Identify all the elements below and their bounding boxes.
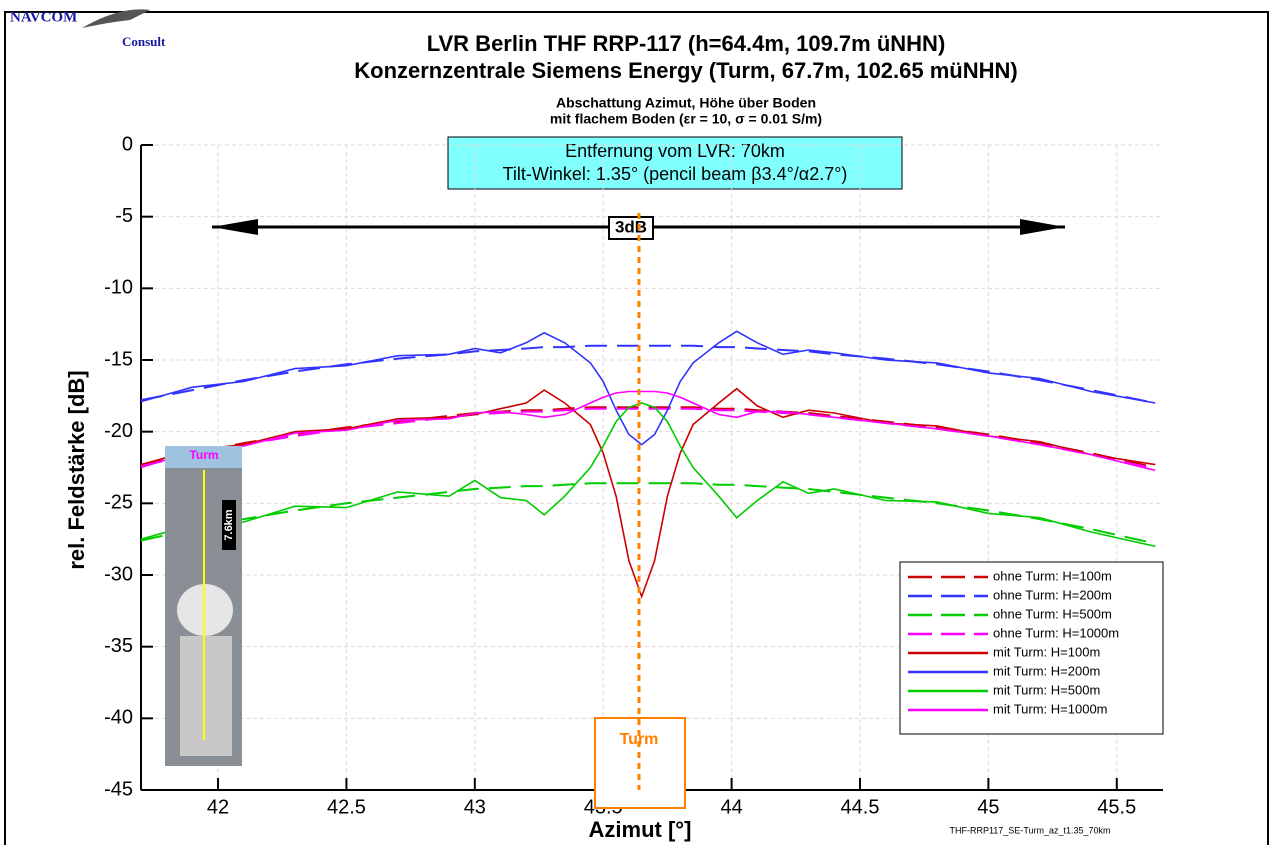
beam-label: 3dB bbox=[615, 217, 647, 236]
y-tick-label: 0 bbox=[122, 133, 133, 155]
y-tick-label: -5 bbox=[115, 205, 133, 227]
logo-swoosh bbox=[82, 9, 150, 28]
x-axis-label: Azimut [°] bbox=[589, 817, 692, 842]
legend-label: mit Turm: H=500m bbox=[993, 682, 1100, 697]
y-tick-label: -25 bbox=[104, 492, 133, 514]
legend-label: ohne Turm: H=1000m bbox=[993, 625, 1119, 640]
distance-label: 7.6km bbox=[223, 509, 235, 540]
y-tick-label: -45 bbox=[104, 778, 133, 800]
legend-label: mit Turm: H=200m bbox=[993, 663, 1100, 678]
series-line bbox=[140, 387, 1156, 599]
y-tick-label: -35 bbox=[104, 635, 133, 657]
series-line bbox=[140, 482, 1156, 545]
series-line bbox=[140, 344, 1156, 404]
series-line bbox=[140, 330, 1156, 446]
series-line bbox=[140, 390, 1156, 472]
tower bbox=[180, 636, 232, 756]
y-tick-label: -40 bbox=[104, 707, 133, 729]
y-axis-label: rel. Feldstärke [dB] bbox=[64, 370, 89, 569]
plot: 0-5-10-15-20-25-30-35-40-454242.54343.54… bbox=[104, 133, 1163, 818]
series-line bbox=[140, 407, 1156, 470]
inset-photo: 7.6km Turm bbox=[165, 446, 242, 766]
x-tick-label: 42 bbox=[207, 796, 229, 818]
x-tick-label: 45.5 bbox=[1097, 796, 1136, 818]
subtitle: Abschattung Azimut, Höhe über Boden bbox=[556, 95, 816, 111]
photo-sky bbox=[165, 446, 242, 468]
legend-label: ohne Turm: H=200m bbox=[993, 587, 1112, 602]
x-tick-label: 44 bbox=[720, 796, 742, 818]
distance-box bbox=[222, 500, 236, 550]
legend-box bbox=[899, 561, 1164, 735]
title: Konzernzentrale Siemens Energy (Turm, 67… bbox=[354, 58, 1017, 83]
legend-label: mit Turm: H=100m bbox=[993, 644, 1100, 659]
x-tick-label: 44.5 bbox=[841, 796, 880, 818]
subtitle: mit flachem Boden (εr = 10, σ = 0.01 S/m… bbox=[550, 111, 822, 127]
legend-label: mit Turm: H=1000m bbox=[993, 701, 1108, 716]
info-text: Entfernung vom LVR: 70km bbox=[565, 141, 785, 161]
logo: Consult bbox=[122, 34, 166, 49]
x-tick-label: 43 bbox=[464, 796, 486, 818]
y-tick-label: -20 bbox=[104, 420, 133, 442]
beam-label-box bbox=[608, 216, 654, 240]
y-tick-label: -10 bbox=[104, 277, 133, 299]
legend-label: ohne Turm: H=100m bbox=[993, 568, 1112, 583]
title: LVR Berlin THF RRP-117 (h=64.4m, 109.7m … bbox=[427, 31, 946, 56]
y-tick-label: -30 bbox=[104, 563, 133, 585]
footer: THF-RRP117_SE-Turm_az_t1.35_70km bbox=[949, 825, 1110, 835]
series-line bbox=[140, 402, 1156, 548]
inset-label: Turm bbox=[189, 448, 218, 462]
tower-label: Turm bbox=[620, 731, 659, 748]
arrow-head bbox=[212, 219, 258, 235]
legend-label: ohne Turm: H=500m bbox=[993, 606, 1112, 621]
y-tick-label: -15 bbox=[104, 348, 133, 370]
x-tick-label: 42.5 bbox=[327, 796, 366, 818]
info-text: Tilt-Winkel: 1.35° (pencil beam β3.4°/α2… bbox=[503, 164, 848, 184]
arrow-head bbox=[1020, 219, 1065, 235]
logo: NAVCOM bbox=[10, 9, 77, 25]
x-tick-label: 45 bbox=[977, 796, 999, 818]
info-box bbox=[447, 136, 903, 190]
